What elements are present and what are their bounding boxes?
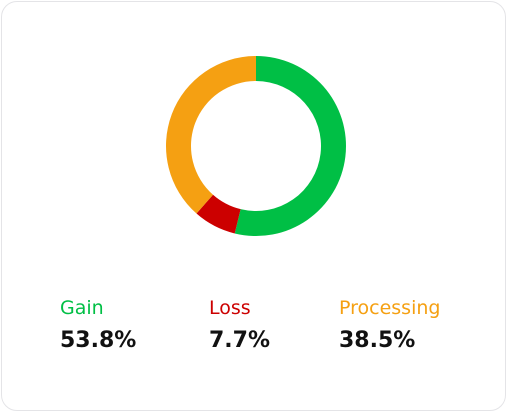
donut-chart: [2, 2, 509, 262]
legend-value-processing: 38.5%: [339, 327, 440, 355]
donut-slice-gain: [235, 56, 346, 236]
legend-value-loss: 7.7%: [209, 327, 270, 355]
legend-label-loss: Loss: [209, 296, 270, 320]
legend-label-gain: Gain: [60, 296, 136, 320]
legend-item-processing: Processing 38.5%: [339, 296, 440, 355]
legend-label-processing: Processing: [339, 296, 440, 320]
legend-item-gain: Gain 53.8%: [60, 296, 136, 355]
legend-item-loss: Loss 7.7%: [209, 296, 270, 355]
donut-slice-processing: [166, 56, 256, 214]
legend-value-gain: 53.8%: [60, 327, 136, 355]
